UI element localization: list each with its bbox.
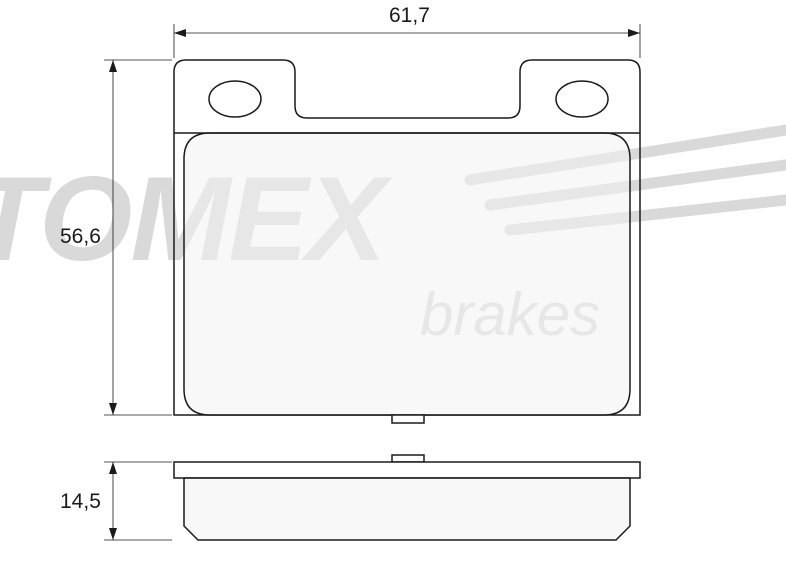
mounting-hole-right — [556, 81, 608, 117]
friction-pad-face — [184, 133, 630, 415]
side-view — [174, 455, 640, 540]
backing-plate-side — [174, 462, 640, 478]
top-tab-side — [392, 455, 424, 462]
friction-pad-side — [184, 478, 630, 540]
front-view — [174, 60, 640, 423]
diagram-container: { "type": "engineering-drawing", "canvas… — [0, 0, 786, 585]
technical-drawing — [0, 0, 786, 585]
dimension-height — [104, 60, 172, 415]
dimension-thickness-value: 14,5 — [60, 490, 101, 514]
dimension-width — [174, 24, 640, 58]
dimension-thickness — [104, 462, 172, 540]
mounting-hole-left — [209, 81, 261, 117]
bottom-tab-front — [392, 415, 424, 423]
dimension-height-value: 56,6 — [60, 225, 101, 249]
dimension-width-value: 61,7 — [389, 4, 430, 28]
